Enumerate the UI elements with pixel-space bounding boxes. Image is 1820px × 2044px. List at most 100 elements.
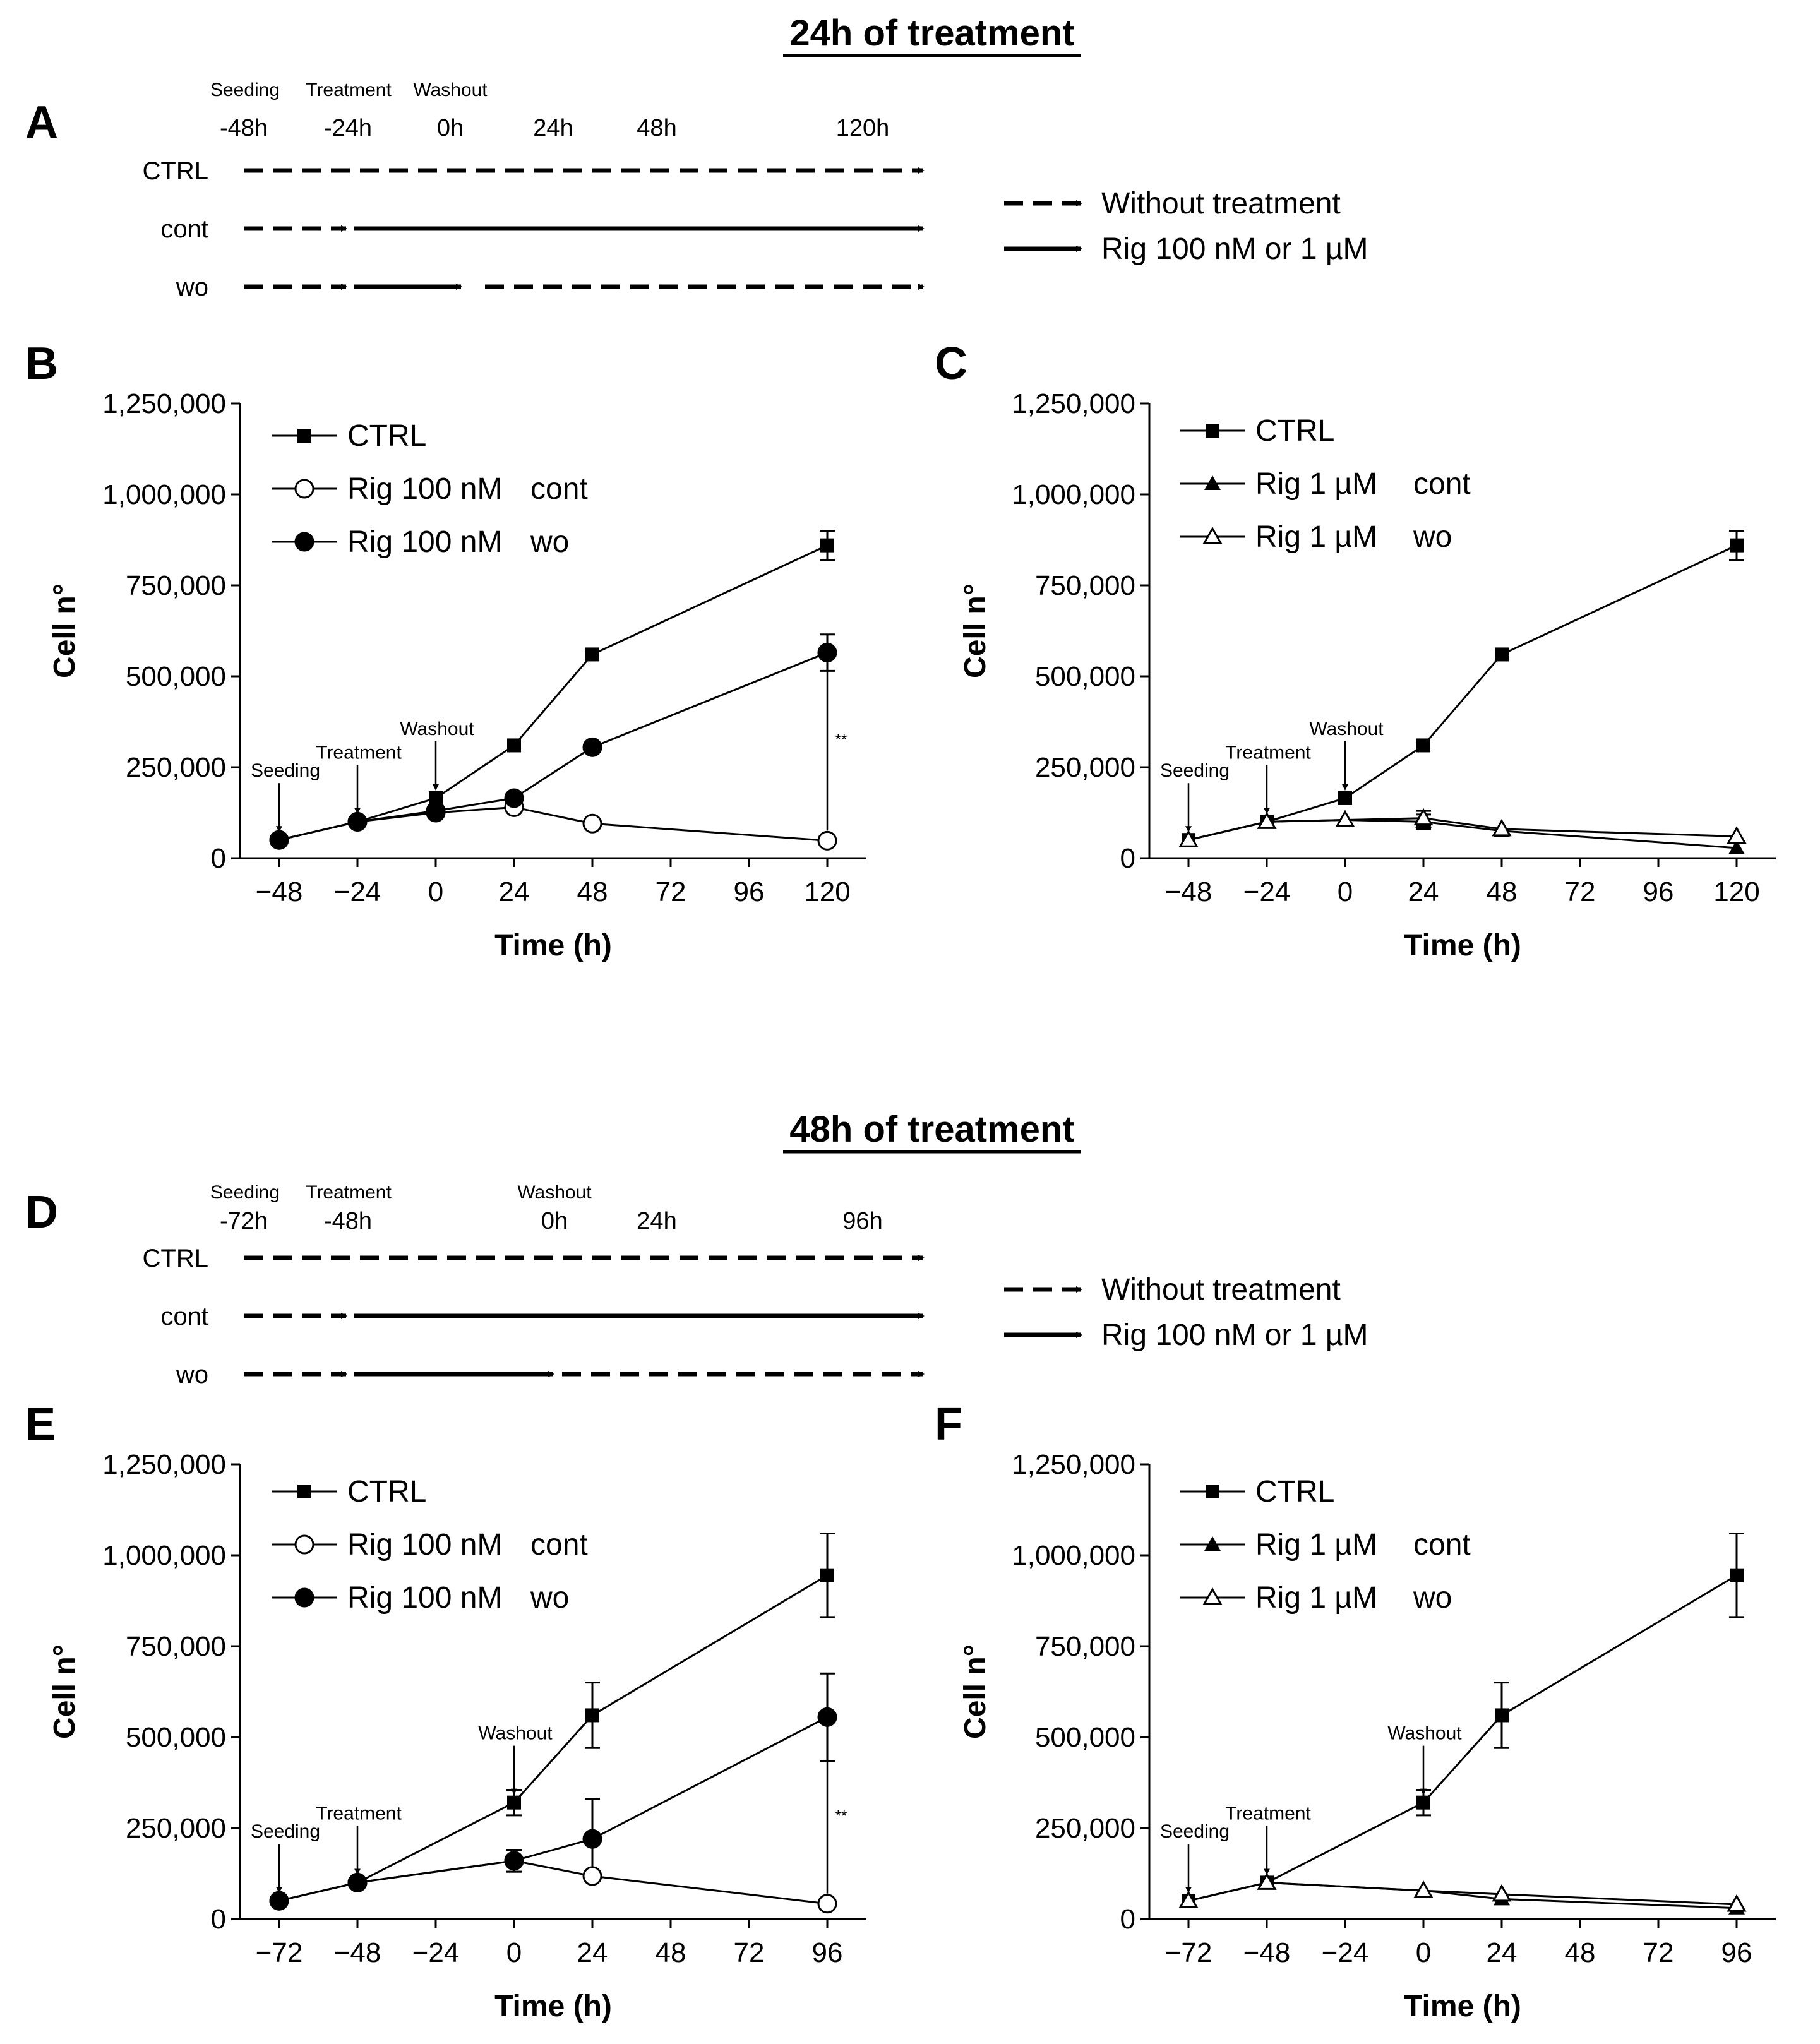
data-point — [1338, 791, 1352, 805]
data-point — [817, 1894, 837, 1914]
panel-letter-d: D — [25, 1187, 58, 1238]
series-line — [1188, 544, 1737, 841]
data-point — [1335, 810, 1355, 828]
data-point — [1492, 1884, 1512, 1902]
data-point — [1727, 826, 1747, 844]
event-treatment: Treatment — [306, 80, 392, 100]
annotation-label: Washout — [1387, 1723, 1462, 1744]
legend-label: Rig 1 µM — [1255, 1581, 1377, 1615]
legend-label: Rig 100 nM — [347, 1581, 502, 1615]
row-label-ctrl: CTRL — [143, 1245, 208, 1272]
y-tick-label: 250,000 — [1035, 752, 1135, 783]
y-tick-label: 1,250,000 — [102, 1449, 226, 1480]
series-line — [278, 544, 828, 841]
x-tick-label: 96 — [734, 876, 765, 907]
annotation-label: Treatment — [1225, 742, 1311, 763]
time-label: 24h — [533, 115, 573, 141]
y-tick-label: 1,000,000 — [1012, 479, 1135, 510]
legend-label: Rig 1 µM — [1255, 1528, 1377, 1562]
x-tick-label: 24 — [1408, 876, 1439, 907]
treatment-key-1: Without treatment Rig 100 nM or 1 µM — [1004, 187, 1368, 266]
y-axis-label: Cell n° — [48, 583, 81, 678]
x-tick-label: 48 — [1487, 876, 1518, 907]
y-axis-label: Cell n° — [959, 583, 992, 678]
data-point — [817, 830, 837, 851]
timeline-d: D Seeding Treatment Washout -72h -48h 0h… — [25, 1182, 925, 1389]
data-point — [1413, 1880, 1434, 1898]
x-tick-label: −72 — [256, 1937, 303, 1968]
event-treatment: Treatment — [306, 1182, 392, 1203]
data-point — [1416, 1795, 1430, 1810]
timeline-a: A Seeding Treatment Washout -48h -24h 0h… — [25, 80, 925, 301]
y-tick-label: 0 — [1120, 1904, 1135, 1935]
data-point — [817, 1707, 837, 1727]
time-label: 96h — [842, 1208, 882, 1234]
time-label: -24h — [324, 115, 372, 141]
legend-marker — [294, 479, 314, 499]
legend-label: CTRL — [1255, 1475, 1334, 1509]
x-tick-label: 48 — [656, 1937, 686, 1968]
x-tick-label: 48 — [577, 876, 608, 907]
row-label-wo: wo — [176, 1361, 208, 1389]
data-point — [347, 1872, 368, 1892]
data-point — [1730, 1568, 1744, 1582]
y-axis-label: Cell n° — [48, 1644, 81, 1739]
x-tick-label: −48 — [1165, 876, 1212, 907]
data-point — [1413, 808, 1434, 826]
time-label: 0h — [541, 1208, 568, 1234]
x-tick-label: 72 — [1643, 1937, 1674, 1968]
data-point — [1727, 1894, 1747, 1912]
time-label: -48h — [220, 115, 268, 141]
legend-label: Rig 100 nM — [347, 1528, 502, 1562]
data-point — [582, 737, 602, 757]
legend-marker — [1202, 526, 1223, 544]
annotation-label: Seeding — [251, 760, 320, 781]
y-tick-label: 500,000 — [126, 661, 226, 692]
y-tick-label: 500,000 — [1035, 1722, 1135, 1753]
y-tick-label: 750,000 — [126, 1631, 226, 1662]
panel-letter: B — [25, 338, 58, 389]
x-tick-label: 120 — [804, 876, 850, 907]
event-seeding: Seeding — [210, 80, 280, 100]
x-tick-label: 24 — [499, 876, 530, 907]
key-dashed-label: Without treatment — [1101, 1273, 1341, 1306]
event-washout: Washout — [413, 80, 488, 100]
data-point — [1178, 830, 1199, 847]
legend-suffix: cont — [1413, 1528, 1471, 1562]
annotation-label: Washout — [478, 1723, 553, 1744]
time-label: 24h — [637, 1208, 676, 1234]
legend-label: CTRL — [1255, 414, 1334, 448]
key-dashed-label: Without treatment — [1101, 187, 1341, 220]
x-tick-label: 24 — [577, 1937, 608, 1968]
legend-marker — [294, 1534, 314, 1555]
key-solid-label: Rig 100 nM or 1 µM — [1101, 1318, 1368, 1352]
legend-marker — [1204, 1536, 1221, 1551]
legend-suffix: wo — [530, 525, 569, 559]
treatment-key-2: Without treatment Rig 100 nM or 1 µM — [1004, 1273, 1368, 1352]
x-tick-label: 72 — [1565, 876, 1596, 907]
x-tick-label: 72 — [734, 1937, 765, 1968]
legend-suffix: wo — [1413, 1581, 1452, 1615]
data-point — [1495, 647, 1509, 662]
data-point — [426, 801, 446, 821]
data-point — [817, 643, 837, 663]
data-point — [1257, 811, 1277, 829]
data-point — [585, 1708, 599, 1723]
y-tick-label: 500,000 — [126, 1722, 226, 1753]
significance-label: ** — [835, 731, 847, 748]
section-title-24h: 24h of treatment — [789, 13, 1074, 54]
data-point — [820, 538, 834, 553]
panel-letter-a: A — [25, 97, 58, 148]
data-point — [1730, 538, 1744, 553]
y-tick-label: 0 — [1120, 843, 1135, 874]
legend-marker — [294, 1587, 314, 1608]
row-label-wo: wo — [176, 273, 208, 301]
legend-suffix: cont — [530, 472, 588, 506]
legend-marker — [297, 429, 311, 443]
event-washout: Washout — [517, 1182, 592, 1203]
series-line — [278, 652, 828, 841]
y-tick-label: 750,000 — [1035, 1631, 1135, 1662]
data-point — [504, 1851, 524, 1871]
x-tick-label: −24 — [1322, 1937, 1369, 1968]
panel-letter: C — [935, 338, 967, 389]
